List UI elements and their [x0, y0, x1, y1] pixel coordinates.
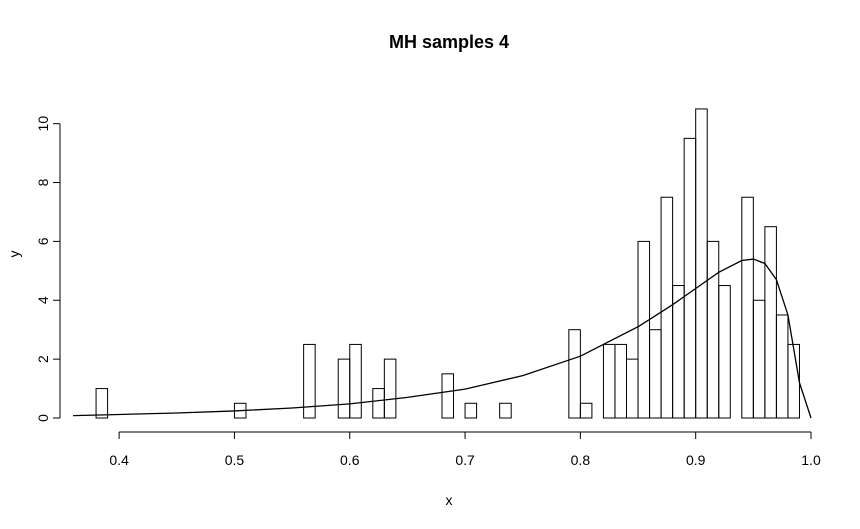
histogram-bar [649, 329, 662, 419]
y-tick-label: 6 [35, 237, 51, 245]
histogram-bar [637, 240, 651, 419]
histogram-bar [383, 358, 397, 419]
x-tick-label: 0.5 [225, 452, 245, 468]
histogram-bar [764, 226, 777, 419]
histogram-bar [337, 358, 351, 419]
x-tick-label: 0.7 [455, 452, 475, 468]
histogram-bar [718, 285, 731, 419]
y-tick-label: 2 [35, 355, 51, 363]
histogram-bar [614, 343, 627, 419]
x-axis: 0.4 0.5 0.6 0.7 0.8 0.9 1.0 [109, 431, 821, 468]
chart-title: MH samples 4 [389, 32, 509, 52]
histogram-bars [95, 108, 800, 419]
histogram-bar [349, 343, 362, 419]
x-axis-label: x [446, 492, 453, 508]
histogram-bar [741, 196, 754, 419]
y-tick-label: 10 [35, 116, 51, 132]
histogram-bar [441, 373, 455, 419]
histogram-bar [372, 388, 385, 419]
histogram-bar [303, 343, 316, 419]
histogram-bar [706, 240, 720, 419]
x-tick-label: 1.0 [801, 452, 821, 468]
x-tick-label: 0.4 [109, 452, 129, 468]
histogram-bar [464, 402, 478, 419]
histogram-bar [695, 108, 708, 419]
histogram-bar [568, 329, 581, 419]
histogram-bar [626, 358, 639, 419]
histogram-bar [752, 299, 766, 419]
histogram-bar [95, 388, 109, 419]
histogram-bar [683, 137, 697, 419]
x-tick-label: 0.6 [340, 452, 360, 468]
histogram-bar [579, 402, 593, 419]
density-curve [72, 258, 812, 419]
y-tick-label: 4 [35, 296, 51, 304]
histogram-bar [672, 285, 685, 419]
y-tick-label: 0 [35, 414, 51, 422]
histogram-bar [775, 314, 789, 419]
x-tick-label: 0.9 [686, 452, 706, 468]
x-tick-label: 0.8 [571, 452, 591, 468]
histogram-bar [499, 402, 512, 419]
y-tick-label: 8 [35, 178, 51, 186]
histogram-bar [602, 343, 616, 419]
y-axis-label: y [6, 251, 22, 258]
histogram-bar [787, 343, 800, 419]
y-axis: 0 2 4 6 8 10 [35, 116, 61, 422]
